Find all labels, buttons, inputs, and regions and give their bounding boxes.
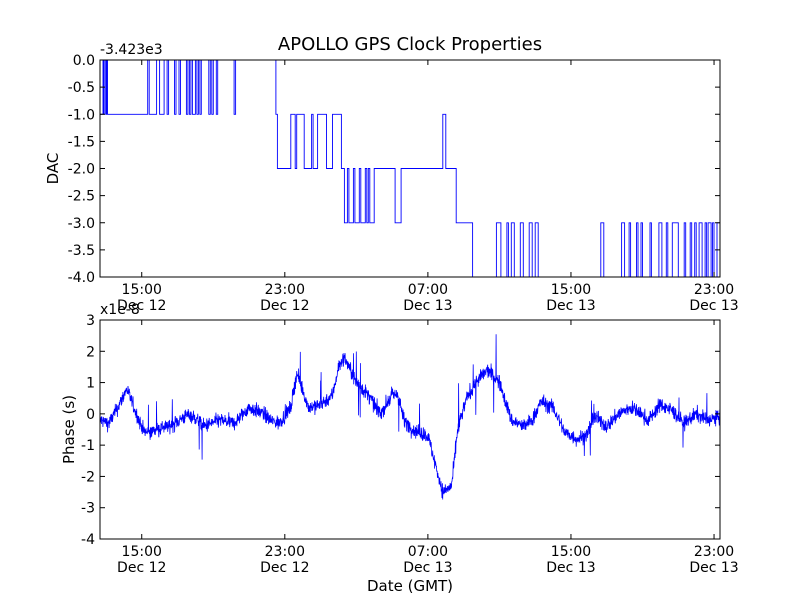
y-tick-label: 0 — [86, 407, 95, 423]
x-tick-time-label: 07:00 — [408, 544, 448, 560]
x-tick-time-label: 15:00 — [551, 544, 591, 560]
axis-offset-label: x1e-8 — [100, 302, 140, 318]
x-tick-date-label: Dec 12 — [260, 560, 309, 576]
y-tick-label: -4 — [81, 532, 95, 548]
x-tick-time-label: 15:00 — [122, 544, 162, 560]
x-tick-date-label: Dec 13 — [546, 560, 595, 576]
x-tick-time-label: 07:00 — [408, 282, 448, 298]
x-tick-date-label: Dec 12 — [260, 298, 309, 314]
y-tick-label: -1 — [81, 438, 95, 454]
y-tick-label: -1.0 — [68, 107, 95, 123]
plot-frame — [99, 319, 721, 540]
y-tick-label: -3.0 — [68, 216, 95, 232]
x-tick-date-label: Dec 13 — [689, 560, 738, 576]
dac-chart: 0.0 -0.5 -1.0 -1.5 -2.0 -2.5 -3.0 -3.5 -4.0 15:00… — [44, 42, 739, 314]
x-tick-time-label: 23:00 — [265, 544, 305, 560]
y-tick-label: -0.5 — [68, 80, 95, 96]
x-tick-date-label: Dec 13 — [403, 298, 452, 314]
y-tick-label: 3 — [86, 313, 95, 329]
x-tick-date-label: Dec 12 — [117, 560, 166, 576]
x-tick-time-label: 15:00 — [122, 282, 162, 298]
y-tick-label: -3.5 — [68, 243, 95, 259]
x-tick-date-label: Dec 13 — [403, 560, 452, 576]
x-tick-date-label: Dec 13 — [546, 298, 595, 314]
x-tick-date-label: Dec 13 — [689, 298, 738, 314]
y-tick-label: -2 — [81, 469, 95, 485]
y-tick-label: -2.5 — [68, 189, 95, 205]
axis-offset-label: -3.423e3 — [100, 42, 163, 58]
y-tick-label: 2 — [86, 344, 95, 360]
y-axis-label: Phase (s) — [60, 395, 78, 464]
x-axis-label: Date (GMT) — [367, 577, 453, 595]
y-tick-label: -4.0 — [68, 270, 95, 286]
series-line — [100, 60, 720, 277]
x-tick-time-label: 23:00 — [694, 544, 734, 560]
y-tick-label: 1 — [86, 376, 95, 392]
y-axis-label: DAC — [44, 153, 62, 185]
x-tick-time-label: 23:00 — [694, 282, 734, 298]
x-tick-date-label: Dec 12 — [117, 298, 166, 314]
figure-title: APOLLO GPS Clock Properties — [278, 34, 542, 55]
y-tick-label: -3 — [81, 501, 95, 517]
y-tick-label: -2.0 — [68, 162, 95, 178]
y-tick-label: 0.0 — [73, 53, 95, 69]
series-line — [100, 334, 720, 500]
y-tick-label: -1.5 — [68, 134, 95, 150]
x-tick-time-label: 15:00 — [551, 282, 591, 298]
x-tick-time-label: 23:00 — [265, 282, 305, 298]
